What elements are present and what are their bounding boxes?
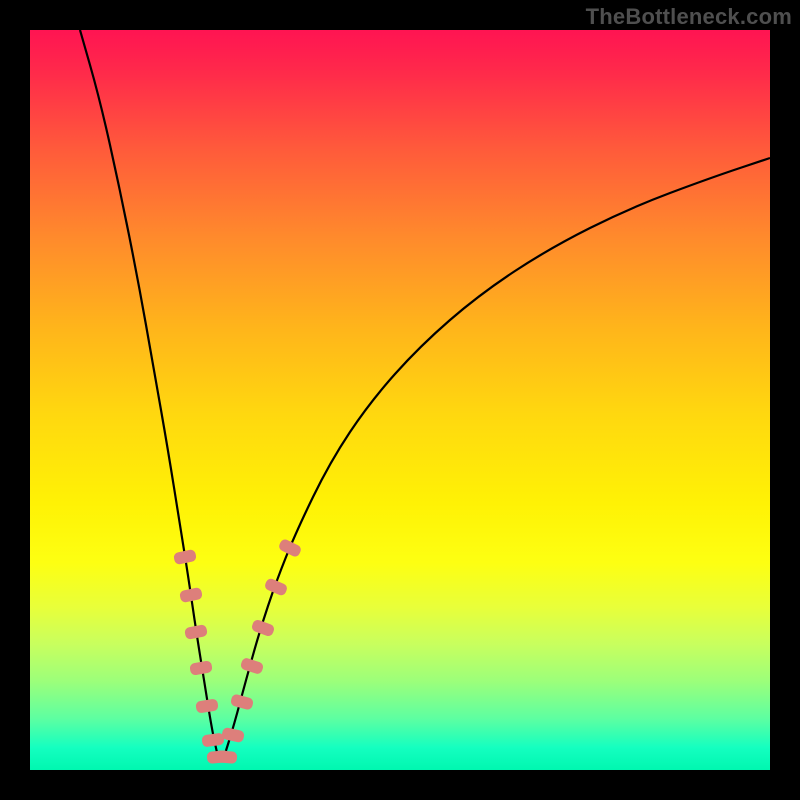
plot-area bbox=[30, 30, 770, 770]
marker-point bbox=[195, 698, 219, 713]
curve-group bbox=[80, 30, 770, 759]
marker-point bbox=[230, 693, 254, 710]
marker-point bbox=[201, 733, 224, 748]
curve-right-branch bbox=[224, 158, 770, 757]
data-markers bbox=[173, 538, 303, 764]
marker-point bbox=[215, 750, 238, 764]
chart-frame: TheBottleneck.com bbox=[0, 0, 800, 800]
marker-point bbox=[221, 727, 245, 743]
bottleneck-curve-svg bbox=[30, 30, 770, 770]
marker-point bbox=[179, 587, 203, 603]
watermark-text: TheBottleneck.com bbox=[586, 4, 792, 30]
marker-point bbox=[189, 660, 213, 676]
curve-left-branch bbox=[80, 30, 218, 757]
marker-point bbox=[173, 549, 197, 565]
marker-point bbox=[184, 624, 208, 640]
marker-point bbox=[277, 538, 302, 558]
